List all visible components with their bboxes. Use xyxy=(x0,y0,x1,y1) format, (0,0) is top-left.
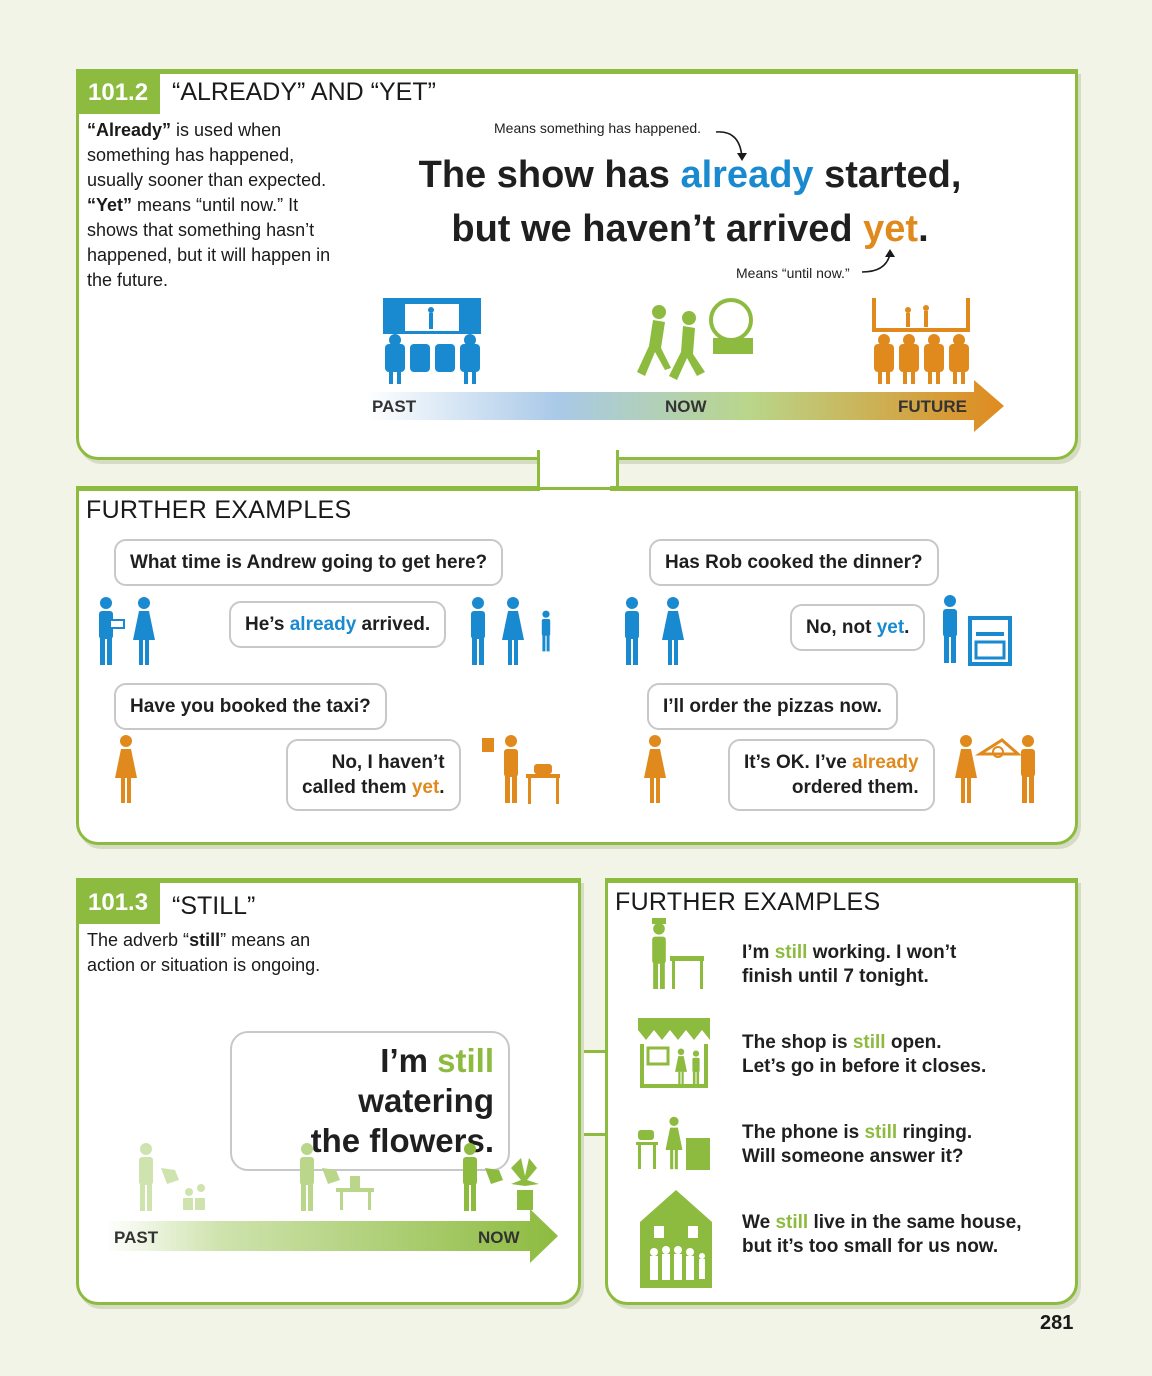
yet-term: “Yet” xyxy=(87,195,133,215)
section-title: “STILL” xyxy=(172,892,256,920)
pizza-icon xyxy=(955,735,1035,803)
still-example: The shop is still open. Let’s go in befo… xyxy=(742,1032,987,1077)
timeline-arrow xyxy=(366,380,1004,432)
couple-icon xyxy=(99,597,155,665)
page-number: 281 xyxy=(1040,1312,1074,1334)
further-examples-title: FURTHER EXAMPLES xyxy=(615,888,881,916)
timeline-past: PAST xyxy=(114,1228,159,1247)
timeline-arrow xyxy=(106,1209,558,1263)
already-definition: is used when something has happened, usu… xyxy=(87,120,327,190)
oven-icon xyxy=(943,595,1012,666)
timeline-now: NOW xyxy=(478,1228,520,1247)
question-bubble: I’ll order the pizzas now. xyxy=(647,683,898,730)
panel-top-bar xyxy=(610,486,1078,491)
panel-connector xyxy=(537,450,619,492)
question-bubble: What time is Andrew going to get here? xyxy=(114,539,504,586)
panel-top-bar xyxy=(76,69,1078,74)
highlight-already: already xyxy=(680,154,814,196)
still-speech-bubble: I’m still watering the flowers. xyxy=(230,1031,510,1171)
section-number: 101.3 xyxy=(76,882,161,924)
panel-top-bar xyxy=(76,486,540,491)
further-examples-title: FURTHER EXAMPLES xyxy=(86,496,352,524)
woman-icon xyxy=(115,735,137,803)
couple-icon xyxy=(625,597,684,665)
panel-top-bar xyxy=(605,878,1078,883)
theatre-audience-icon xyxy=(383,298,481,384)
timeline-now: NOW xyxy=(665,397,707,416)
timeline-future: FUTURE xyxy=(898,397,967,416)
answer-bubble: No, not yet. xyxy=(790,604,926,651)
section-description: The adverb “still” means an action or si… xyxy=(87,930,321,975)
section-title: “ALREADY” AND “YET” xyxy=(172,78,436,106)
answer-bubble: No, I haven’t called them yet. xyxy=(286,739,461,811)
house-family-icon xyxy=(640,1190,712,1288)
answer-bubble: He’s already arrived. xyxy=(229,601,447,648)
main-example-sentence: The show has already started, but we hav… xyxy=(418,154,962,250)
watering-person-past-icon xyxy=(139,1143,205,1211)
section-number: 101.2 xyxy=(76,72,161,114)
still-example: We still live in the same house, but it’… xyxy=(742,1212,1022,1257)
shop-icon xyxy=(638,1018,710,1088)
yet-definition: means “until now.” It shows that somethi… xyxy=(87,195,331,290)
note-yet: Means “until now.” xyxy=(736,265,850,281)
watering-person-middle-icon xyxy=(300,1143,374,1211)
future-show-icon xyxy=(872,298,970,384)
section-description: “Already” is used when something has hap… xyxy=(87,118,347,293)
phone-table-icon xyxy=(482,735,560,804)
question-bubble: Have you booked the taxi? xyxy=(114,683,387,730)
worker-icon xyxy=(652,918,704,990)
note-already: Means something has happened. xyxy=(494,120,702,136)
already-term: “Already” xyxy=(87,120,172,140)
running-people-icon xyxy=(637,298,753,380)
still-example: I’m still working. I won’t finish until … xyxy=(742,942,957,987)
family-icon xyxy=(471,597,551,665)
answer-bubble: It’s OK. I’ve already ordered them. xyxy=(728,739,935,811)
arrow-yet-icon xyxy=(861,249,895,273)
still-example: The phone is still ringing. Will someone… xyxy=(742,1122,973,1167)
arrow-already-icon xyxy=(715,131,747,161)
ringing-phone-icon xyxy=(636,1116,710,1170)
still-term: still xyxy=(189,930,221,950)
panel-top-bar xyxy=(76,878,581,883)
woman-icon xyxy=(644,735,666,803)
question-bubble: Has Rob cooked the dinner? xyxy=(649,539,939,586)
highlight-yet: yet xyxy=(863,208,919,250)
watering-person-now-icon xyxy=(463,1143,539,1211)
timeline-past: PAST xyxy=(372,397,417,416)
